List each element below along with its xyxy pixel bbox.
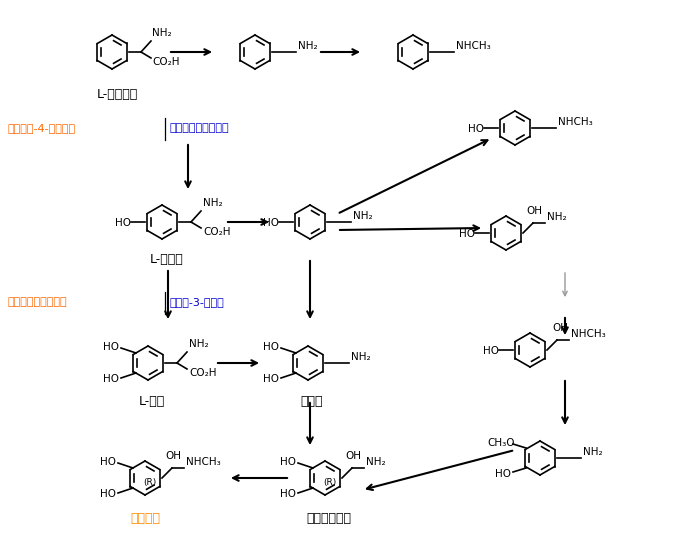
Text: HO: HO xyxy=(280,457,296,467)
Text: NH₂: NH₂ xyxy=(547,212,566,222)
Text: 肾上腺素: 肾上腺素 xyxy=(130,512,160,525)
Text: NHCH₃: NHCH₃ xyxy=(558,117,593,127)
Text: HO: HO xyxy=(495,469,511,479)
Text: HO: HO xyxy=(263,374,279,384)
Text: NH₂: NH₂ xyxy=(351,352,371,362)
Text: OH: OH xyxy=(345,451,361,461)
Text: HO: HO xyxy=(280,489,296,499)
Text: CO₂H: CO₂H xyxy=(152,57,180,67)
Text: 芳香氨基酸羟基化酶: 芳香氨基酸羟基化酶 xyxy=(8,297,68,307)
Text: OH: OH xyxy=(165,451,181,461)
Text: HO: HO xyxy=(115,218,131,228)
Text: NH₂: NH₂ xyxy=(203,198,223,208)
Text: (R): (R) xyxy=(143,479,157,487)
Text: 苯丙氨酸-4-羟基化酶: 苯丙氨酸-4-羟基化酶 xyxy=(8,123,76,133)
Text: HO: HO xyxy=(459,229,475,239)
Text: L-络氨酸: L-络氨酸 xyxy=(150,253,184,266)
Text: HO: HO xyxy=(483,346,499,356)
Text: L-多巴: L-多巴 xyxy=(139,395,165,408)
Text: HO: HO xyxy=(263,342,279,352)
Text: NH₂: NH₂ xyxy=(583,447,603,457)
Text: NH₂: NH₂ xyxy=(189,339,209,349)
Text: 去甲肾上腺素: 去甲肾上腺素 xyxy=(306,512,352,525)
Text: HO: HO xyxy=(468,124,484,134)
Text: NH₂: NH₂ xyxy=(298,41,318,51)
Text: HO: HO xyxy=(103,374,119,384)
Text: (R): (R) xyxy=(323,479,337,487)
Text: CH₃O: CH₃O xyxy=(487,438,514,448)
Text: CO₂H: CO₂H xyxy=(189,368,217,378)
Text: HO: HO xyxy=(103,342,119,352)
Text: NHCH₃: NHCH₃ xyxy=(571,329,605,339)
Text: NHCH₃: NHCH₃ xyxy=(186,457,221,467)
Text: NH₂: NH₂ xyxy=(353,211,373,221)
Text: NH₂: NH₂ xyxy=(152,28,171,38)
Text: L-苯丙氨酸: L-苯丙氨酸 xyxy=(97,88,138,101)
Text: OH: OH xyxy=(526,206,542,216)
Text: HO: HO xyxy=(100,489,116,499)
Text: HO: HO xyxy=(263,218,279,228)
Text: NHCH₃: NHCH₃ xyxy=(456,41,491,51)
Text: 多巴胺: 多巴胺 xyxy=(301,395,323,408)
Text: 酬氨酸-3-羟化酶: 酬氨酸-3-羟化酶 xyxy=(170,297,225,307)
Text: OH: OH xyxy=(552,323,568,333)
Text: NH₂: NH₂ xyxy=(366,457,385,467)
Text: 芳香氨基酸羟基化酶: 芳香氨基酸羟基化酶 xyxy=(170,123,230,133)
Text: HO: HO xyxy=(100,457,116,467)
Text: CO₂H: CO₂H xyxy=(203,227,230,237)
